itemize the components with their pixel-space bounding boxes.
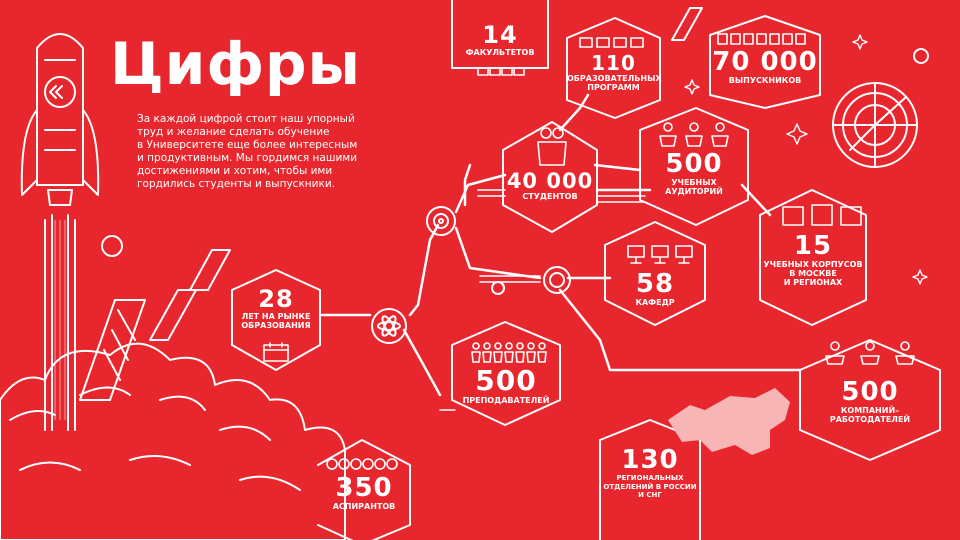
star-icon (684, 34, 928, 285)
stat-caption: ВЫПУСКНИКОВ (728, 76, 802, 85)
stat-caption: УЧЕБНЫХ АУДИТОРИЙ (665, 178, 723, 196)
hex-classrooms (639, 107, 749, 226)
building-icon (782, 204, 862, 226)
stat-teachers: 500 ПРЕПОДАВАТЕЛЕЙ (452, 364, 560, 406)
hex-teachers (451, 321, 561, 426)
radar-icon (832, 82, 918, 168)
books-icon (477, 67, 525, 76)
employers-icon (825, 341, 915, 365)
stat-value: 40 000 (506, 169, 594, 193)
stat-caption: АСПИРАНТОВ (332, 502, 396, 511)
hex-years (231, 269, 321, 371)
stat-faculties: 14 ФАКУЛЬТЕТОВ (452, 22, 548, 57)
stat-buildings: 15 УЧЕБНЫХ КОРПУСОВ В МОСКВЕ И РЕГИОНАХ (760, 232, 866, 287)
rocket-exhaust (54, 220, 66, 420)
hex-employers (799, 339, 941, 461)
stat-value: 14 (482, 21, 518, 49)
stat-caption: ФАКУЛЬТЕТОВ (465, 48, 535, 57)
stat-caption: КАФЕДР (635, 298, 675, 307)
intro-text: За каждой цифрой стоит наш упорный труд … (137, 113, 358, 190)
hex-departments (604, 221, 706, 326)
stat-value: 500 (475, 364, 537, 397)
page-title: Цифры (110, 30, 361, 98)
stat-branches: 130 РЕГИОНАЛЬНЫХ ОТДЕЛЕНИЙ В РОССИИ И СН… (600, 446, 700, 500)
stat-caption: ОБРАЗОВАТЕЛЬНЫХ ПРОГРАММ (567, 74, 662, 92)
stat-value: 500 (665, 149, 723, 179)
stat-value: 500 (841, 377, 899, 407)
computer-icon (627, 245, 693, 264)
stat-caption: РЕГИОНАЛЬНЫХ ОТДЕЛЕНИЙ В РОССИИ И СНГ (603, 474, 697, 499)
rails (439, 189, 646, 411)
stat-value: 110 (591, 51, 636, 75)
connector-lines (320, 93, 802, 397)
russia-map-icon (668, 388, 790, 455)
apple-icon (326, 458, 398, 470)
stat-value: 58 (635, 269, 675, 299)
hex-postgrads (317, 439, 411, 540)
stat-employers: 500 КОМПАНИЙ– РАБОТОДАТЕЛЕЙ (800, 378, 940, 424)
stat-value: 350 (335, 473, 393, 503)
people-icon (471, 342, 547, 363)
stat-years: 28 ЛЕТ НА РЫНКЕ ОБРАЗОВАНИЯ (232, 286, 320, 330)
stat-classrooms: 500 УЧЕБНЫХ АУДИТОРИЙ (640, 150, 748, 196)
rocket-icon (20, 33, 100, 431)
stat-caption: СТУДЕНТОВ (522, 192, 578, 201)
gear-icon (426, 206, 456, 236)
stat-caption: УЧЕБНЫХ КОРПУСОВ В МОСКВЕ И РЕГИОНАХ (763, 260, 863, 287)
stat-value: 130 (621, 445, 679, 475)
stat-programs: 110 ОБРАЗОВАТЕЛЬНЫХ ПРОГРАММ (567, 51, 662, 92)
stat-graduates: 70 000 ВЫПУСКНИКОВ (710, 48, 820, 85)
hex-programs (566, 17, 661, 119)
atom-icon (371, 308, 407, 344)
ring-node (543, 266, 571, 294)
students-icon (537, 127, 567, 166)
diploma-icon (717, 33, 806, 45)
desk-icon (659, 122, 729, 147)
hex-buildings (759, 189, 867, 326)
stat-students: 40 000 СТУДЕНТОВ (503, 170, 597, 201)
programs-icon (579, 37, 644, 48)
hex-graduates (709, 15, 821, 109)
stat-value: 28 (258, 285, 294, 313)
cloud-icon (0, 342, 346, 540)
stat-caption: КОМПАНИЙ– РАБОТОДАТЕЛЕЙ (829, 406, 911, 424)
launch-tower (79, 7, 703, 401)
planet-icon (101, 48, 929, 295)
stat-postgrads: 350 АСПИРАНТОВ (318, 474, 410, 511)
stat-caption: ПРЕПОДАВАТЕЛЕЙ (462, 396, 550, 405)
stat-caption: ЛЕТ НА РЫНКЕ ОБРАЗОВАНИЯ (241, 312, 311, 330)
stat-departments: 58 КАФЕДР (605, 270, 705, 307)
stat-value: 15 (793, 231, 833, 261)
calendar-icon (263, 342, 289, 362)
stat-value: 70 000 (712, 47, 818, 77)
hex-students (502, 121, 598, 233)
